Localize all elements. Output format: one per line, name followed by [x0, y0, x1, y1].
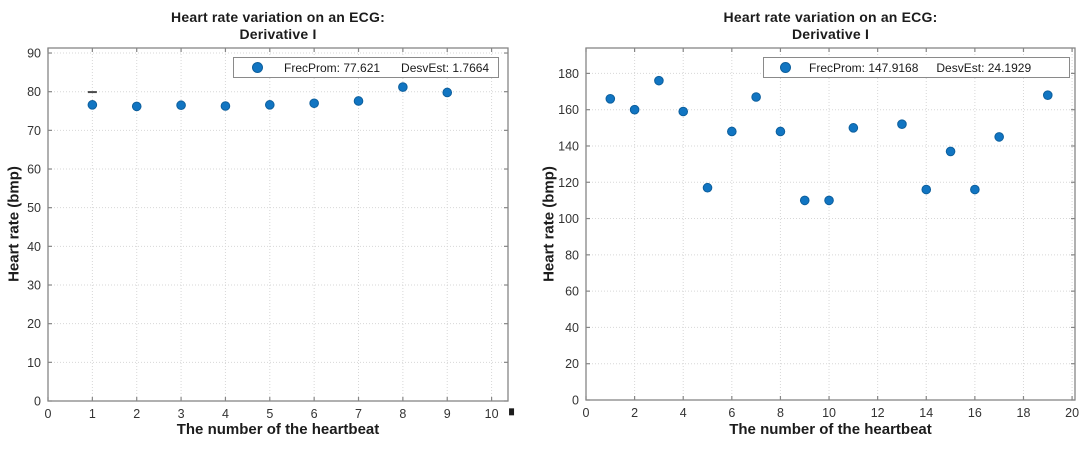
y-tick-label: 20 [27, 317, 41, 331]
y-tick-label: 60 [565, 285, 579, 299]
x-tick-label: 6 [728, 406, 735, 420]
x-tick-label: 6 [311, 407, 318, 421]
scatter-data-point [220, 101, 231, 111]
scatter-data-point [727, 126, 737, 137]
x-tick-label: 10 [485, 407, 499, 421]
x-tick-label: 9 [444, 407, 451, 421]
y-tick-label: 160 [558, 103, 579, 117]
x-tick-label: 1 [89, 407, 96, 421]
scatter-data-point [442, 87, 453, 98]
scatter-data-point [824, 195, 834, 206]
scatter-data-point [1042, 90, 1053, 100]
x-tick-label: 16 [968, 406, 982, 420]
dash-marker [87, 91, 97, 94]
y-tick-label: 50 [27, 201, 41, 215]
scatter-data-point [945, 146, 956, 157]
x-tick-label: 8 [399, 407, 406, 421]
y-tick-label: 30 [27, 279, 41, 293]
scatter-data-point [398, 82, 408, 92]
axes-box [585, 47, 1076, 401]
scatter-data-point [176, 100, 186, 111]
x-tick-label: 0 [45, 407, 52, 421]
y-tick-label: 0 [34, 395, 41, 409]
x-tick-label: 4 [222, 407, 229, 421]
scatter-data-point [629, 104, 640, 115]
y-tick-label: 10 [27, 356, 41, 370]
x-tick-label: 8 [777, 406, 784, 420]
x-tick-label: 3 [178, 407, 185, 421]
scatter-data-point [970, 184, 980, 195]
x-tick-label: 2 [133, 407, 140, 421]
x-tick-label: 10 [822, 406, 836, 420]
right-chart-plot-area: 0 2 4 6 8 10 12 14 16 18 20 0 20 40 60 80 100 120 140 160 18… [558, 47, 1079, 420]
x-tick-label: 5 [266, 407, 273, 421]
y-tick-label: 70 [27, 124, 41, 138]
scatter-data-point [264, 100, 275, 110]
y-tick-label: 60 [27, 163, 41, 177]
x-tick-label: 0 [583, 406, 590, 420]
x-tick-label: 7 [355, 407, 362, 421]
scatter-data-point [799, 195, 810, 206]
scatter-data-point [702, 182, 713, 193]
scatter-data-point [775, 126, 786, 137]
left-chart-plot-area: 0 1 2 3 4 5 6 7 8 9 10 0 10 20 30 40 50 60 70 80 90 [27, 47, 515, 421]
scatter-data-point [87, 100, 98, 110]
axes-box [47, 47, 509, 402]
scatter-data-point [921, 184, 932, 195]
y-tick-label: 140 [558, 139, 579, 153]
y-tick-label: 100 [558, 212, 579, 226]
scatter-data-point [678, 106, 689, 117]
x-tick-label: 12 [871, 406, 885, 420]
scatter-data-point [897, 119, 907, 130]
y-tick-label: 180 [558, 67, 579, 81]
x-tick-label: 2 [631, 406, 638, 420]
scatter-data-point [994, 132, 1004, 142]
scatter-data-point [605, 94, 616, 104]
scatter-data-point [131, 101, 142, 112]
scatter-data-point [751, 92, 761, 102]
scatter-data-point [654, 75, 664, 86]
y-tick-label: 20 [565, 357, 579, 371]
x-tick-label: 4 [680, 406, 687, 420]
y-tick-label: 90 [27, 47, 41, 61]
y-tick-label: 0 [572, 394, 579, 408]
y-tick-label: 40 [565, 321, 579, 335]
y-tick-label: 40 [27, 240, 41, 254]
scatter-data-point [353, 96, 364, 106]
x-tick-label: 18 [1017, 406, 1031, 420]
y-tick-label: 80 [27, 85, 41, 99]
x-tick-label: 14 [919, 406, 933, 420]
dark-square-artifact [509, 408, 515, 416]
x-tick-label: 20 [1065, 406, 1079, 420]
y-tick-label: 80 [565, 248, 579, 262]
y-tick-label: 120 [558, 176, 579, 190]
scatter-data-point [309, 98, 319, 109]
scatter-data-point [848, 123, 859, 133]
